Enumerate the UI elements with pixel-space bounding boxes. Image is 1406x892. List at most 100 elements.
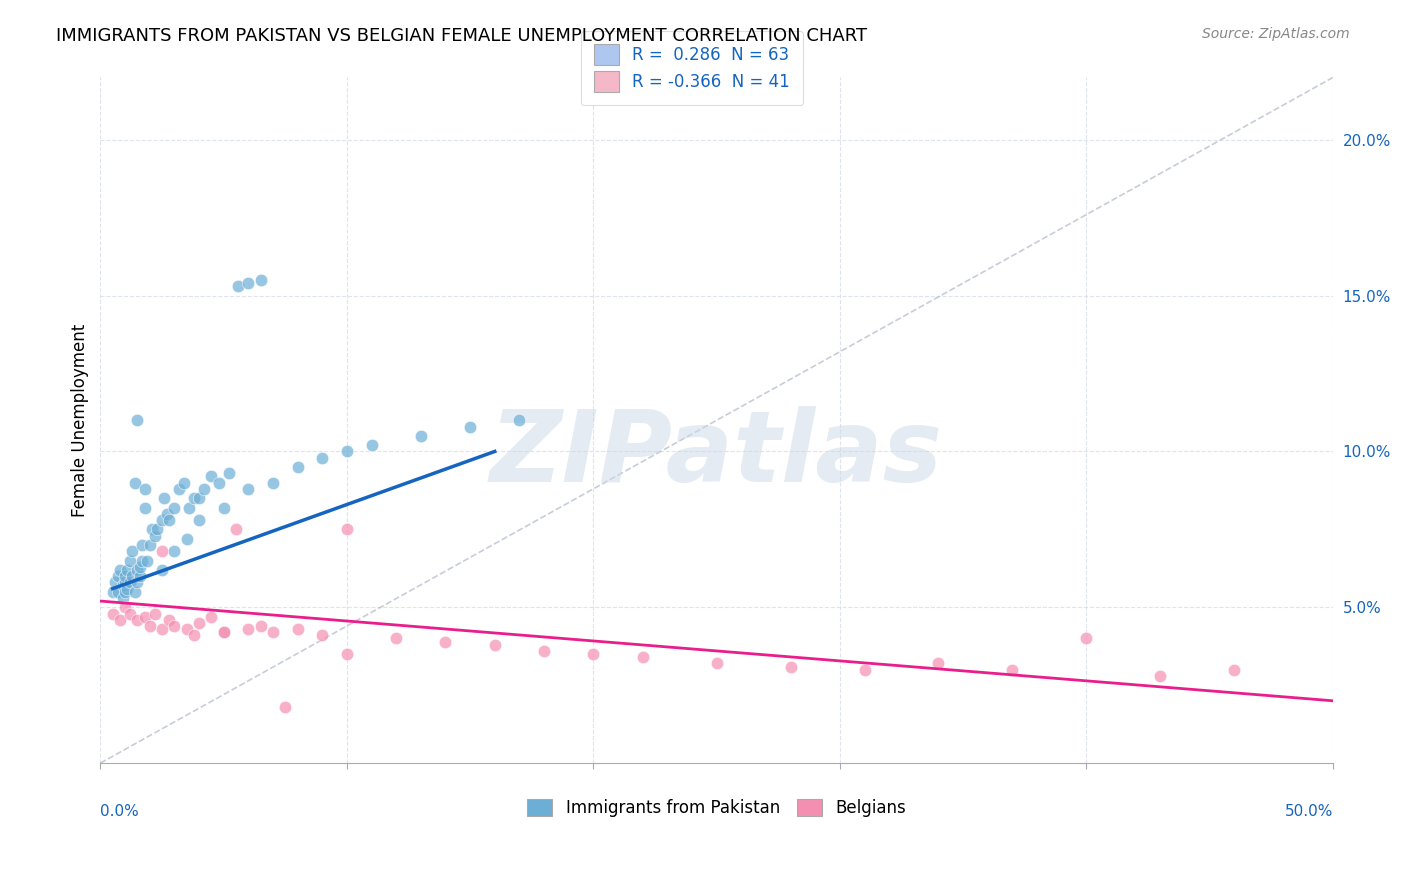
Point (927, 657, 949, 671)
Point (114, 569, 136, 583)
Point (136, 553, 159, 567)
Point (141, 522, 163, 536)
Point (311, 450, 333, 465)
Point (150, 622, 173, 636)
Point (385, 632, 408, 646)
Point (336, 444, 359, 458)
Point (104, 575, 127, 590)
Point (127, 413, 149, 427)
Point (124, 584, 146, 599)
Text: Source: ZipAtlas.com: Source: ZipAtlas.com (1202, 27, 1350, 41)
Point (188, 513, 211, 527)
Point (1001, 663, 1024, 677)
Point (287, 622, 309, 636)
Point (134, 482, 156, 496)
Point (143, 528, 166, 542)
Text: IMMIGRANTS FROM PAKISTAN VS BELGIAN FEMALE UNEMPLOYMENT CORRELATION CHART: IMMIGRANTS FROM PAKISTAN VS BELGIAN FEMA… (56, 27, 868, 45)
Point (108, 563, 131, 577)
Point (434, 634, 457, 648)
Text: ZIPatlas: ZIPatlas (491, 406, 943, 503)
Point (114, 584, 136, 599)
Point (200, 469, 222, 483)
Point (176, 622, 198, 636)
Point (176, 532, 198, 546)
Point (111, 578, 134, 592)
Point (167, 482, 190, 496)
Point (262, 625, 284, 640)
Point (138, 538, 160, 552)
Point (121, 569, 143, 583)
Point (157, 513, 180, 527)
Point (101, 607, 124, 621)
Point (118, 607, 141, 621)
Point (121, 544, 143, 558)
Point (225, 522, 247, 536)
Point (143, 607, 166, 621)
Point (124, 475, 146, 490)
Point (183, 491, 205, 506)
Point (484, 638, 506, 652)
Point (127, 575, 149, 590)
Point (157, 613, 180, 627)
Point (150, 563, 173, 577)
Point (128, 569, 150, 583)
Point (138, 619, 160, 633)
Point (212, 625, 235, 640)
Point (212, 625, 235, 640)
Point (508, 413, 530, 427)
Point (117, 582, 139, 596)
Point (238, 482, 260, 496)
Point (238, 622, 260, 636)
Point (336, 647, 359, 661)
Y-axis label: Female Unemployment: Female Unemployment (72, 324, 89, 516)
Point (274, 700, 297, 714)
Point (458, 419, 481, 434)
Point (111, 591, 134, 605)
Point (533, 644, 555, 658)
Text: 0.0%: 0.0% (100, 805, 139, 819)
Point (200, 609, 222, 624)
Point (218, 467, 240, 481)
Point (117, 563, 139, 577)
Point (107, 584, 129, 599)
Point (706, 657, 728, 671)
Point (1223, 663, 1246, 677)
Point (114, 575, 136, 590)
Point (409, 429, 432, 443)
Point (188, 615, 211, 630)
Point (360, 438, 382, 452)
Point (311, 628, 333, 642)
Point (107, 569, 129, 583)
Point (582, 647, 605, 661)
Point (150, 544, 173, 558)
Point (287, 460, 309, 475)
Point (114, 600, 136, 615)
Point (118, 553, 141, 567)
Point (156, 507, 179, 521)
Point (853, 663, 876, 677)
Point (193, 482, 215, 496)
Legend: Immigrants from Pakistan, Belgians: Immigrants from Pakistan, Belgians (520, 792, 912, 823)
Point (183, 628, 205, 642)
Point (131, 553, 153, 567)
Point (163, 619, 186, 633)
Point (1076, 632, 1098, 646)
Point (173, 475, 195, 490)
Point (150, 513, 173, 527)
Point (131, 538, 153, 552)
Point (262, 475, 284, 490)
Point (208, 475, 231, 490)
Point (249, 273, 271, 287)
Point (128, 559, 150, 574)
Point (101, 584, 124, 599)
Point (146, 522, 169, 536)
Point (108, 613, 131, 627)
Point (153, 491, 176, 506)
Point (118, 575, 141, 590)
Point (1149, 669, 1171, 683)
Point (249, 619, 271, 633)
Point (228, 279, 250, 293)
Point (127, 563, 149, 577)
Point (631, 650, 654, 665)
Point (134, 609, 156, 624)
